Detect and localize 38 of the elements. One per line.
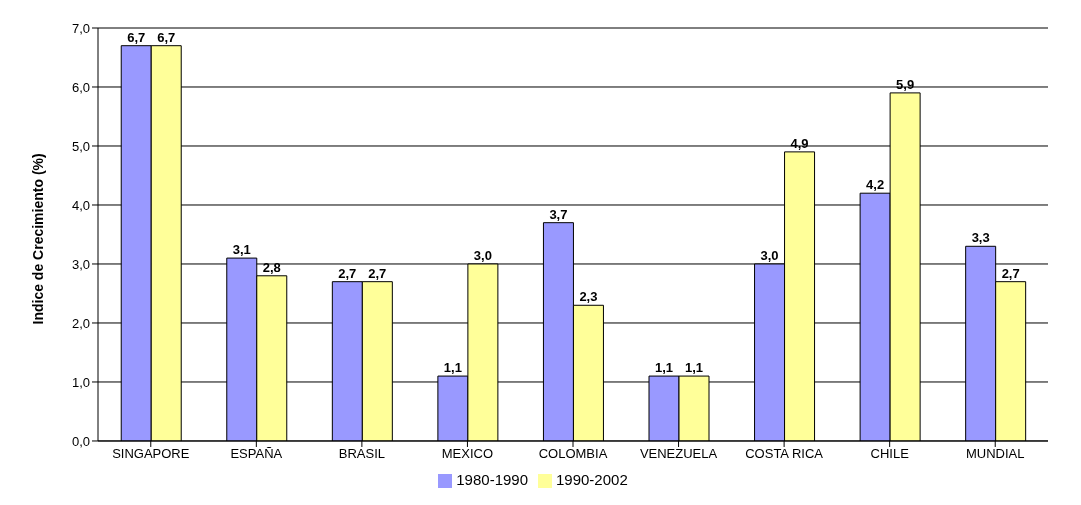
legend-label: 1990-2002 [556,470,628,488]
data-label: 2,3 [579,289,598,305]
x-tick-label: MEXICO [441,446,494,462]
data-label: 3,3 [971,230,990,246]
y-tick-label: 3,0 [71,256,90,272]
data-label: 2,7 [368,265,387,281]
data-label: 2,7 [338,265,357,281]
x-tick-label: CHILE [870,446,910,462]
x-tick-label: COSTA RICA [745,446,824,462]
y-tick-label: 6,0 [71,79,90,95]
data-label: 1,1 [684,360,704,376]
data-label: 4,9 [790,135,809,151]
data-label: 3,0 [473,247,492,263]
y-tick-label: 5,0 [71,138,90,154]
data-label: 2,8 [262,259,281,275]
data-label: 2,7 [1001,265,1020,281]
x-tick-label: BRASIL [338,446,386,462]
x-tick-label: VENEZUELA [639,446,718,462]
y-axis-title: Indice de Crecimiento (%) [29,153,46,325]
y-tick-label: 2,0 [71,315,90,331]
data-label: 4,2 [866,177,885,193]
x-tick-label: COLOMBIA [538,446,608,462]
data-label: 3,7 [549,206,568,222]
y-tick-label: 0,0 [71,433,90,449]
data-label: 3,0 [760,247,779,263]
data-label: 1,1 [443,360,462,376]
data-label: 5,9 [896,76,915,92]
data-label: 6,7 [127,29,146,45]
y-tick-label: 7,0 [71,20,90,36]
legend-label: 1980-1990 [456,470,528,488]
data-label: 3,1 [232,242,251,258]
data-label: 6,7 [157,29,176,45]
y-tick-label: 4,0 [71,197,90,213]
data-label: 1,1 [654,360,674,376]
x-tick-label: SINGAPORE [112,446,190,462]
x-tick-label: MUNDIAL [965,446,1025,462]
y-tick-label: 1,0 [71,374,90,390]
x-tick-label: ESPAÑA [230,446,283,462]
